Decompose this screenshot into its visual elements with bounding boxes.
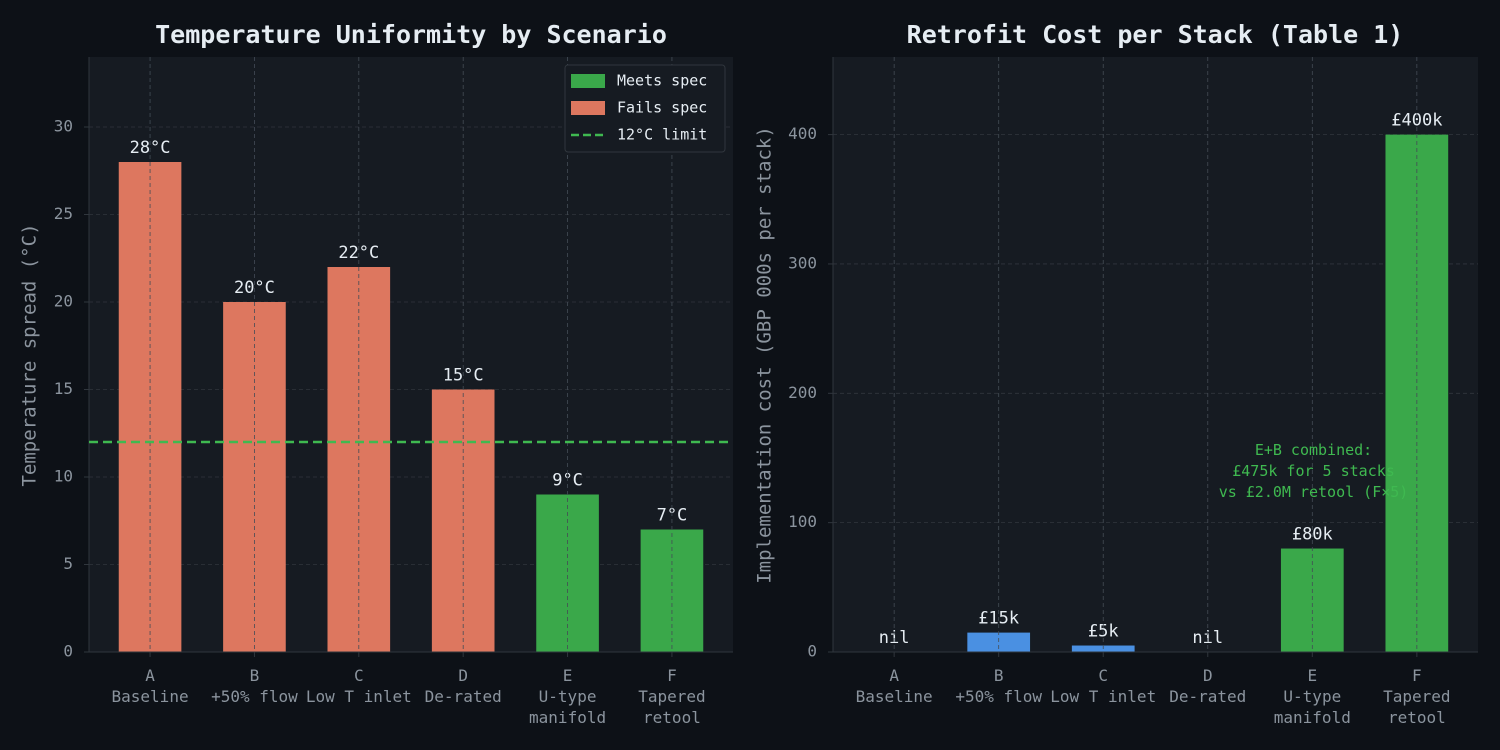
annotation: E+B combined: £475k for 5 stacks vs £2.0M … bbox=[1219, 441, 1409, 501]
y-tick-label: 5 bbox=[63, 554, 73, 573]
legend-swatch bbox=[571, 74, 605, 88]
x-tick-label: F Tapered retool bbox=[638, 666, 705, 727]
x-tick-label: E U-type manifold bbox=[1274, 666, 1351, 727]
legend-swatch bbox=[571, 101, 605, 115]
x-tick-label: F Tapered retool bbox=[1383, 666, 1450, 727]
y-tick-label: 20 bbox=[54, 292, 73, 311]
x-tick-label: C Low T inlet bbox=[1050, 666, 1156, 706]
x-tick-label: B +50% flow bbox=[211, 666, 298, 706]
y-tick-label: 100 bbox=[788, 512, 817, 531]
legend-label: Fails spec bbox=[617, 99, 707, 117]
x-tick-label: D De-rated bbox=[1169, 666, 1246, 706]
y-tick-label: 0 bbox=[63, 642, 73, 661]
y-tick-label: 30 bbox=[54, 117, 73, 136]
bar bbox=[967, 632, 1031, 652]
x-tick-label: C Low T inlet bbox=[306, 666, 412, 706]
chart-title: Retrofit Cost per Stack (Table 1) bbox=[907, 20, 1404, 49]
y-tick-label: 25 bbox=[54, 204, 73, 223]
legend-label: Meets spec bbox=[617, 72, 707, 90]
chart-title: Temperature Uniformity by Scenario bbox=[155, 20, 667, 49]
y-tick-label: 300 bbox=[788, 253, 817, 272]
y-tick-label: 200 bbox=[788, 383, 817, 402]
plot-area bbox=[89, 57, 733, 652]
y-tick-label: 0 bbox=[807, 642, 817, 661]
y-axis-label: Temperature spread (°C) bbox=[19, 223, 41, 486]
plot-area bbox=[833, 57, 1478, 652]
bar bbox=[536, 494, 599, 652]
x-tick-label: A Baseline bbox=[112, 666, 189, 706]
x-tick-label: D De-rated bbox=[425, 666, 502, 706]
y-axis-label: Implementation cost (GBP 000s per stack) bbox=[754, 126, 776, 584]
y-tick-label: 15 bbox=[54, 379, 73, 398]
y-tick-label: 10 bbox=[54, 467, 73, 486]
x-tick-label: A Baseline bbox=[856, 666, 933, 706]
x-tick-label: E U-type manifold bbox=[529, 666, 606, 727]
legend-label: 12°C limit bbox=[617, 126, 707, 144]
y-tick-label: 400 bbox=[788, 124, 817, 143]
x-tick-label: B +50% flow bbox=[955, 666, 1042, 706]
